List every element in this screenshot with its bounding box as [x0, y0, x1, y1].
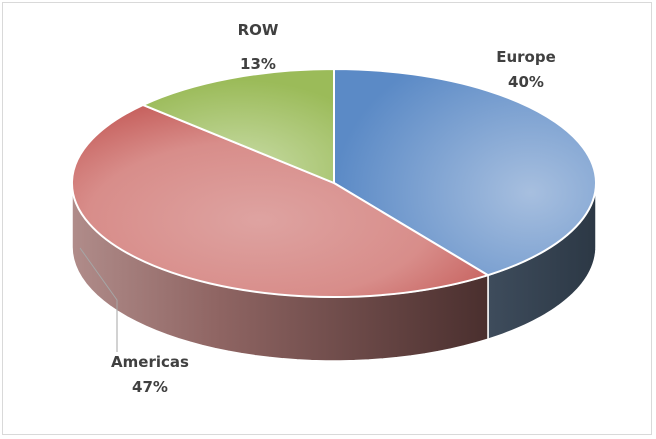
slice-value-europe: 40% — [508, 73, 544, 91]
slice-label-row: ROW — [238, 21, 279, 39]
pie-tops — [70, 68, 597, 298]
slice-label-europe: Europe — [496, 48, 556, 66]
slice-value-americas: 47% — [132, 378, 168, 396]
leader-lines — [79, 247, 118, 352]
leader-line-americas — [79, 247, 118, 352]
slice-label-americas: Americas — [111, 353, 189, 371]
pie-slice-row — [142, 68, 335, 184]
slice-value-row: 13% — [240, 55, 276, 73]
pie-slice-europe — [333, 68, 597, 277]
pie-slice-americas — [70, 103, 489, 298]
slice-labels: Europe 40% Americas 47% ROW 13% — [111, 21, 556, 396]
